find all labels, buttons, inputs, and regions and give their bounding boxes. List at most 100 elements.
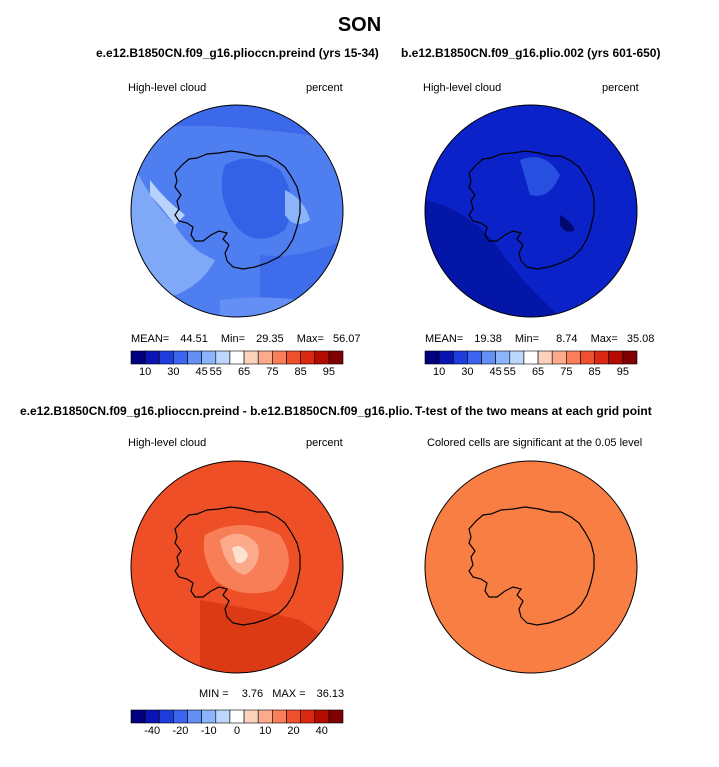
colorbar-tick-label: 30 xyxy=(167,366,179,378)
colorbar-swatch xyxy=(201,709,217,724)
colorbar-swatch xyxy=(229,350,245,365)
colorbar-tick-label: 55 xyxy=(504,366,516,378)
colorbar-tick-label: 10 xyxy=(139,366,151,378)
colorbar-swatch xyxy=(300,709,316,724)
colorbar-tick-label: 95 xyxy=(323,366,335,378)
panel-3-max-label: MAX = xyxy=(272,688,306,700)
colorbar-swatch xyxy=(495,350,511,365)
colorbar-swatch xyxy=(314,709,330,724)
panel-3-variable-label: High-level cloud xyxy=(128,437,207,449)
colorbar-tick-label: 0 xyxy=(234,725,240,737)
colorbar-swatch xyxy=(509,350,525,365)
colorbar-swatch xyxy=(215,709,231,724)
map-panel-3 xyxy=(130,460,344,674)
panel-2-max-value: 35.08 xyxy=(626,333,655,345)
colorbar-tick-label: 95 xyxy=(617,366,629,378)
colorbar-swatch xyxy=(130,709,146,724)
panel-3-units-label: percent xyxy=(306,437,343,449)
colorbar-panel-2: 10 30 45 55 65 75 85 95 xyxy=(424,350,638,378)
panel-3-title: e.e12.B1850CN.f09_g16.plioccn.preind - b… xyxy=(20,404,433,418)
colorbar-swatch xyxy=(622,350,638,365)
colorbar-tick-label: 10 xyxy=(433,366,445,378)
colorbar-tick-label: 75 xyxy=(560,366,572,378)
panel-1-units-label: percent xyxy=(306,82,343,94)
colorbar-tick-label: 20 xyxy=(287,725,299,737)
colorbar-swatch xyxy=(566,350,581,365)
colorbar-swatch xyxy=(229,709,245,724)
colorbar-swatch xyxy=(257,350,273,365)
colorbar-swatch xyxy=(537,350,553,365)
colorbar-tick-label: 85 xyxy=(294,366,306,378)
panel-1-stats: MEAN= 44.51 Min= 29.35 Max= 56.07 xyxy=(131,333,361,345)
panel-3-max-value: 36.13 xyxy=(316,688,345,700)
panel-1-min-label: Min= xyxy=(220,333,246,345)
panel-1-variable-label: High-level cloud xyxy=(128,82,207,94)
colorbar-swatch xyxy=(215,350,231,365)
colorbar-swatch xyxy=(243,350,259,365)
colorbar-swatch xyxy=(201,350,217,365)
colorbar-swatch xyxy=(424,350,440,365)
panel-4-significance-label: Colored cells are significant at the 0.0… xyxy=(427,437,643,449)
colorbar-tick-label: -10 xyxy=(201,725,217,737)
map-panel-4 xyxy=(424,460,638,674)
panel-1-min-value: 29.35 xyxy=(256,333,284,345)
colorbar-swatch xyxy=(300,350,316,365)
panel-2-mean-value: 19.38 xyxy=(474,333,502,345)
panel-2-variable-label: High-level cloud xyxy=(423,82,502,94)
colorbar-swatch xyxy=(173,709,188,724)
colorbar-swatch xyxy=(243,709,259,724)
colorbar-swatch xyxy=(257,709,273,724)
colorbar-swatch xyxy=(438,350,454,365)
colorbar-swatch xyxy=(328,350,344,365)
colorbar-tick-label: -40 xyxy=(144,725,160,737)
colorbar-tick-label: 65 xyxy=(238,366,250,378)
colorbar-swatch xyxy=(187,350,202,365)
map-panel-2 xyxy=(424,104,638,318)
colorbar-tick-label: 45 xyxy=(490,366,502,378)
colorbar-tick-label: 75 xyxy=(266,366,278,378)
colorbar-swatch xyxy=(481,350,496,365)
colorbar-tick-label: 45 xyxy=(196,366,208,378)
colorbar-swatch xyxy=(580,350,595,365)
colorbar-swatch xyxy=(158,350,174,365)
colorbar-swatch xyxy=(144,350,160,365)
colorbar-swatch xyxy=(594,350,610,365)
colorbar-swatch xyxy=(286,350,301,365)
colorbar-swatch xyxy=(452,350,468,365)
colorbar-swatch xyxy=(158,709,174,724)
colorbar-swatch xyxy=(314,350,330,365)
panel-1-mean-label: MEAN= xyxy=(131,333,170,345)
panel-1-max-label: Max= xyxy=(296,333,324,345)
panel-3-min-label: MIN = xyxy=(199,688,229,700)
colorbar-tick-label: 40 xyxy=(316,725,328,737)
colorbar-swatch xyxy=(173,350,188,365)
colorbar-tick-label: 55 xyxy=(210,366,222,378)
colorbar-swatch xyxy=(272,709,287,724)
panel-2-stats: MEAN= 19.38 Min= 8.74 Max= 35.08 xyxy=(425,333,654,345)
panel-2-title: b.e12.B1850CN.f09_g16.plio.002 (yrs 601-… xyxy=(401,46,661,60)
panel-1-mean-value: 44.51 xyxy=(180,333,208,345)
panel-2-min-value: 8.74 xyxy=(556,333,578,345)
colorbar-swatch xyxy=(328,709,344,724)
colorbar-panel-1: 10 30 45 55 65 75 85 95 xyxy=(130,350,344,378)
colorbar-panel-3: -40 -20 -10 0 10 20 40 xyxy=(130,709,344,737)
panel-4-title: T-test of the two means at each grid poi… xyxy=(413,404,652,418)
panel-3-min-value: 3.76 xyxy=(241,688,264,700)
panel-1-title: e.e12.B1850CN.f09_g16.plioccn.preind (yr… xyxy=(96,46,379,60)
colorbar-tick-label: -20 xyxy=(173,725,189,737)
map-panel-1 xyxy=(130,104,344,318)
colorbar-swatch xyxy=(130,350,146,365)
page-title: SON xyxy=(337,14,382,36)
colorbar-swatch xyxy=(523,350,539,365)
colorbar-tick-label: 65 xyxy=(532,366,544,378)
colorbar-swatch xyxy=(144,709,160,724)
panel-1-max-value: 56.07 xyxy=(332,333,361,345)
colorbar-swatch xyxy=(551,350,567,365)
colorbar-tick-label: 30 xyxy=(461,366,473,378)
colorbar-swatch xyxy=(187,709,202,724)
colorbar-swatch xyxy=(608,350,624,365)
colorbar-swatch xyxy=(272,350,287,365)
panel-2-min-label: Min= xyxy=(514,333,540,345)
colorbar-swatch xyxy=(286,709,301,724)
